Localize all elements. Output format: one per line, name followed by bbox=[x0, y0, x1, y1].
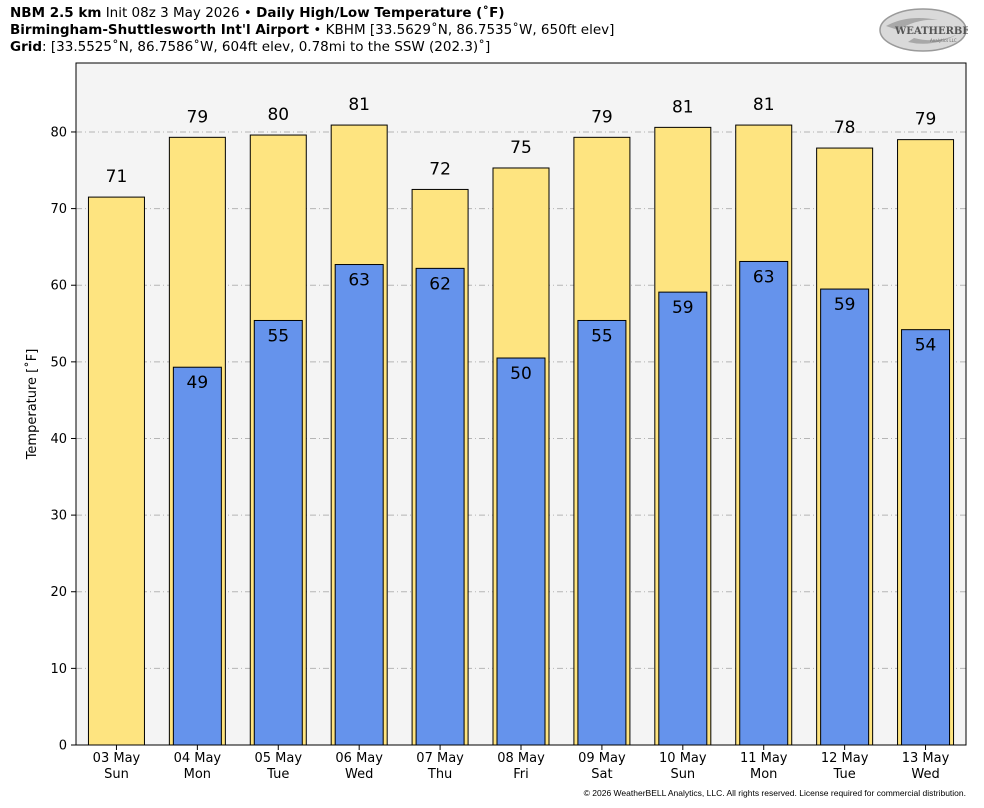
high-temp-bar bbox=[87, 196, 145, 746]
low-temp-bar bbox=[253, 319, 303, 746]
low-temp-bar bbox=[172, 366, 222, 746]
high-temp-label: 81 bbox=[348, 95, 370, 115]
y-axis-label: Temperature [˚F] bbox=[24, 349, 40, 461]
high-temp-label: 79 bbox=[591, 107, 613, 127]
low-temp-bar bbox=[658, 291, 708, 746]
x-tick-label-day: Sun bbox=[670, 767, 695, 782]
x-tick-label-day: Sat bbox=[591, 767, 612, 782]
x-tick-label-day: Tue bbox=[266, 767, 289, 782]
station-name: Birmingham-Shuttlesworth Int'l Airport bbox=[10, 22, 310, 38]
y-tick-label: 60 bbox=[50, 279, 67, 294]
separator-dot: • bbox=[243, 5, 252, 21]
x-tick-label-date: 10 May bbox=[659, 751, 707, 766]
x-tick-label-date: 11 May bbox=[740, 751, 788, 766]
y-tick-label: 50 bbox=[50, 355, 67, 370]
y-tick-label: 20 bbox=[50, 585, 67, 600]
low-temp-label: 54 bbox=[915, 336, 937, 356]
station-details: KBHM [33.5629˚N, 86.7535˚W, 650ft elev] bbox=[325, 22, 615, 38]
header-line-3: Grid: [33.5525˚N, 86.7586˚W, 604ft elev,… bbox=[10, 39, 490, 56]
x-tick-label-date: 06 May bbox=[335, 751, 383, 766]
low-temp-label: 49 bbox=[187, 373, 209, 393]
y-tick-label: 70 bbox=[50, 202, 67, 217]
low-temp-label: 55 bbox=[591, 326, 613, 346]
x-tick-label-date: 09 May bbox=[578, 751, 626, 766]
high-temp-label: 75 bbox=[510, 138, 532, 158]
y-tick-label: 0 bbox=[59, 739, 67, 754]
x-tick-label-day: Fri bbox=[513, 767, 529, 782]
low-temp-bar bbox=[334, 264, 384, 746]
low-temp-bar bbox=[820, 288, 870, 746]
low-temp-label: 55 bbox=[267, 326, 289, 346]
x-tick-label-day: Mon bbox=[750, 767, 777, 782]
low-temp-label: 50 bbox=[510, 364, 532, 384]
grid-label: Grid bbox=[10, 39, 43, 55]
copyright-notice: © 2026 WeatherBELL Analytics, LLC. All r… bbox=[583, 788, 966, 798]
model-name: NBM 2.5 km bbox=[10, 5, 102, 21]
header-line-1: NBM 2.5 km Init 08z 3 May 2026 • Daily H… bbox=[10, 5, 505, 22]
x-tick-label-date: 03 May bbox=[93, 751, 141, 766]
low-temp-label: 62 bbox=[429, 274, 451, 294]
logo-subtext: Analytics LLC bbox=[930, 38, 957, 43]
high-temp-label: 71 bbox=[106, 167, 128, 187]
x-tick-label-day: Wed bbox=[345, 767, 373, 782]
low-temp-bar bbox=[415, 267, 465, 746]
logo-wordmark: WEATHERBELL bbox=[894, 26, 968, 37]
separator-dot: • bbox=[313, 22, 322, 38]
x-tick-label-date: 12 May bbox=[821, 751, 869, 766]
high-temp-label: 72 bbox=[429, 159, 451, 179]
x-tick-label-day: Tue bbox=[833, 767, 856, 782]
x-tick-label-day: Thu bbox=[427, 767, 452, 782]
high-temp-label: 80 bbox=[267, 105, 289, 125]
low-temp-label: 63 bbox=[753, 267, 775, 287]
chart-title: Daily High/Low Temperature (˚F) bbox=[256, 5, 505, 21]
weatherbell-logo: WEATHERBELL Analytics LLC bbox=[879, 8, 968, 52]
y-tick-label: 30 bbox=[50, 509, 67, 524]
x-tick-label-day: Wed bbox=[911, 767, 939, 782]
grid-details: : [33.5525˚N, 86.7586˚W, 604ft elev, 0.7… bbox=[42, 39, 491, 55]
low-temp-bar bbox=[496, 357, 546, 746]
high-temp-label: 81 bbox=[672, 97, 694, 117]
low-temp-bar bbox=[901, 329, 951, 746]
high-temp-label: 79 bbox=[915, 110, 937, 130]
high-temp-label: 81 bbox=[753, 95, 775, 115]
x-tick-label-date: 04 May bbox=[174, 751, 222, 766]
low-temp-label: 59 bbox=[672, 298, 694, 318]
x-tick-label-day: Mon bbox=[184, 767, 211, 782]
x-tick-label-date: 07 May bbox=[416, 751, 464, 766]
header-line-2: Birmingham-Shuttlesworth Int'l Airport •… bbox=[10, 22, 614, 39]
y-tick-label: 10 bbox=[50, 662, 67, 677]
x-tick-label-date: 13 May bbox=[902, 751, 950, 766]
high-temp-label: 78 bbox=[834, 118, 856, 138]
low-temp-bar bbox=[577, 319, 627, 746]
high-temp-label: 79 bbox=[187, 107, 209, 127]
low-temp-bar bbox=[739, 260, 789, 746]
y-tick-label: 80 bbox=[50, 125, 67, 140]
x-tick-label-date: 05 May bbox=[254, 751, 302, 766]
y-tick-label: 40 bbox=[50, 432, 67, 447]
x-tick-label-date: 08 May bbox=[497, 751, 545, 766]
low-temp-label: 63 bbox=[348, 271, 370, 291]
plot-frame bbox=[75, 62, 967, 746]
low-temp-label: 59 bbox=[834, 295, 856, 315]
x-tick-label-day: Sun bbox=[104, 767, 129, 782]
init-time: Init 08z 3 May 2026 bbox=[105, 5, 240, 21]
